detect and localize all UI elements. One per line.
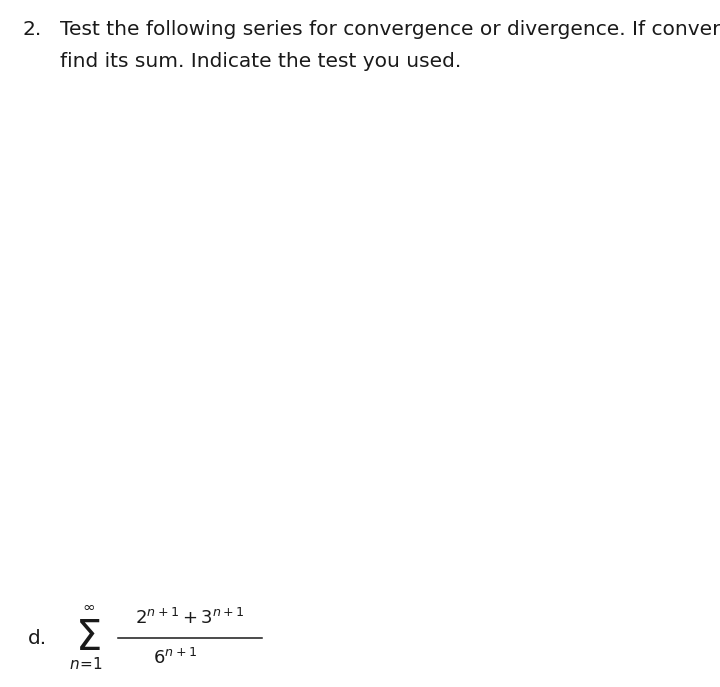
Text: d.: d.: [28, 629, 47, 648]
Text: 2.: 2.: [22, 20, 41, 39]
Text: $n\!=\!1$: $n\!=\!1$: [69, 656, 103, 672]
Text: $2^{n+1}+3^{n+1}$: $2^{n+1}+3^{n+1}$: [135, 608, 245, 628]
Text: $\infty$: $\infty$: [81, 598, 94, 613]
Text: $\Sigma$: $\Sigma$: [75, 617, 101, 659]
Text: find its sum. Indicate the test you used.: find its sum. Indicate the test you used…: [60, 52, 462, 71]
Text: $6^{n+1}$: $6^{n+1}$: [153, 648, 197, 668]
Text: Test the following series for convergence or divergence. If convergent,: Test the following series for convergenc…: [60, 20, 720, 39]
